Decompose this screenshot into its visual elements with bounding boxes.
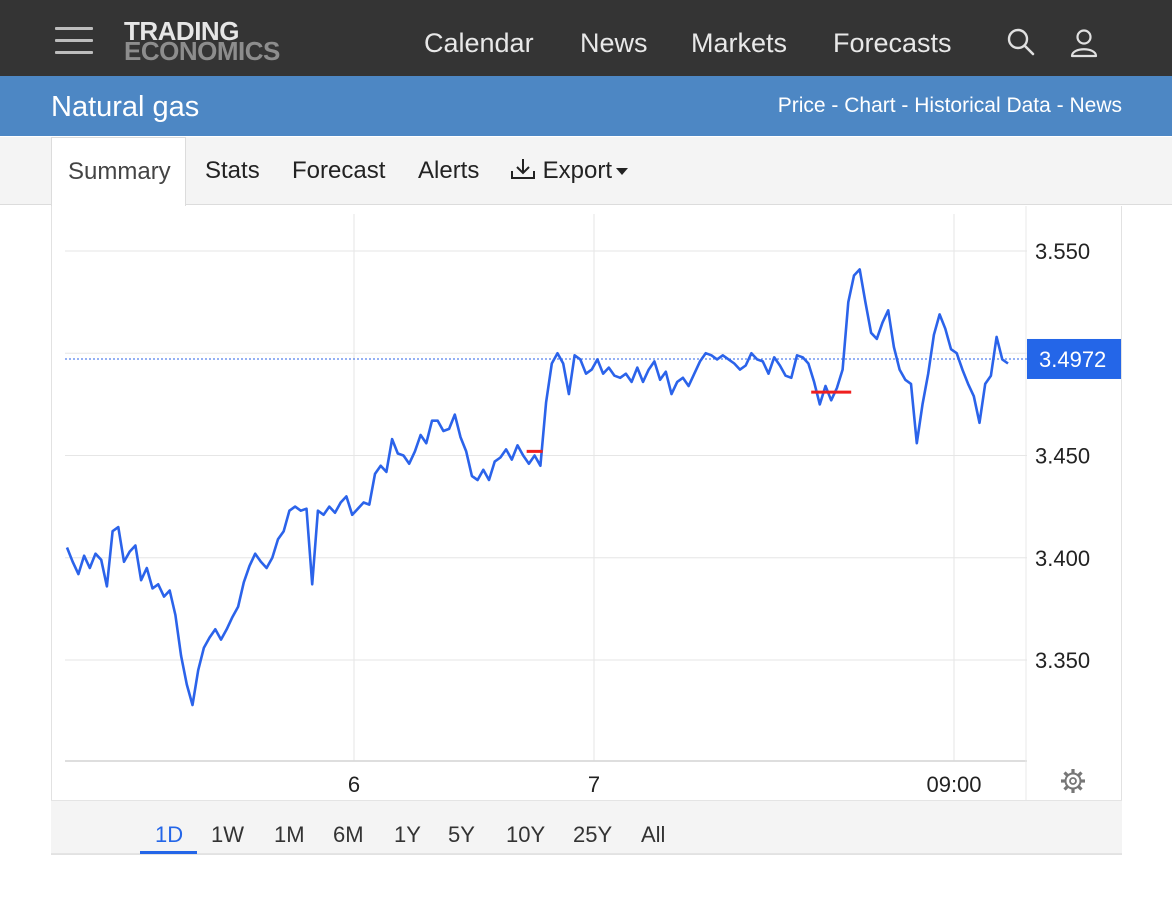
gear-icon[interactable]: [1061, 769, 1085, 793]
search-icon[interactable]: [1006, 27, 1036, 62]
series-line: [65, 268, 1009, 707]
user-icon[interactable]: [1068, 27, 1100, 64]
y-tick-label: 3.350: [1035, 648, 1090, 673]
range-1d[interactable]: 1D: [155, 822, 184, 847]
tab-alerts[interactable]: Alerts: [418, 157, 480, 184]
hamburger-menu-icon[interactable]: [55, 27, 93, 55]
page-links: Price - Chart - Historical Data - News: [778, 94, 1122, 118]
link-news[interactable]: News: [1069, 94, 1122, 117]
link-separator: -: [1050, 94, 1070, 117]
top-navigation-bar: TRADING ECONOMICS Calendar News Markets …: [0, 0, 1172, 76]
y-tick-label: 3.550: [1035, 239, 1090, 264]
link-chart[interactable]: Chart: [844, 94, 896, 117]
range-1m[interactable]: 1M: [274, 822, 305, 847]
x-tick-label: 09:00: [926, 772, 981, 797]
range-10y[interactable]: 10Y: [506, 822, 546, 847]
export-button[interactable]: Export: [510, 157, 629, 185]
y-tick-label: 3.400: [1035, 546, 1090, 571]
chart-grid: [65, 214, 1027, 761]
logo-line-1: TRADING: [124, 16, 239, 46]
page-title: Natural gas: [51, 91, 200, 123]
nav-forecasts[interactable]: Forecasts: [833, 28, 952, 58]
nav-news[interactable]: News: [580, 28, 648, 58]
nav-calendar[interactable]: Calendar: [424, 28, 534, 58]
export-label: Export: [542, 157, 613, 184]
chevron-down-icon: [616, 168, 629, 176]
active-range-indicator: [140, 851, 197, 854]
link-separator: -: [825, 94, 845, 117]
logo-line-2: ECONOMICS: [124, 36, 280, 66]
price-chart[interactable]: 3.350 3.400 3.450 3.550 6 7 09:00 3.4972: [52, 206, 1121, 855]
link-historical-data[interactable]: Historical Data: [914, 94, 1051, 117]
tabs-bar: Summary Stats Forecast Alerts Export: [0, 137, 1172, 206]
tab-summary[interactable]: Summary: [51, 137, 186, 206]
chart-panel: 3.350 3.400 3.450 3.550 6 7 09:00 3.4972: [51, 206, 1122, 855]
range-selector: 1D 1W 1M 6M 1Y 5Y 10Y 25Y All: [51, 800, 1122, 854]
range-all[interactable]: All: [641, 822, 666, 847]
trading-economics-logo[interactable]: TRADING ECONOMICS: [124, 16, 280, 66]
range-1y[interactable]: 1Y: [394, 822, 421, 847]
link-separator: -: [895, 94, 915, 117]
last-price-label: 3.4972: [1039, 347, 1106, 372]
download-icon: [511, 159, 535, 179]
page-title-bar: Natural gas Price - Chart - Historical D…: [0, 76, 1172, 136]
range-5y[interactable]: 5Y: [448, 822, 475, 847]
x-tick-label: 7: [588, 772, 600, 797]
tab-forecast[interactable]: Forecast: [292, 157, 386, 184]
tab-stats[interactable]: Stats: [205, 157, 260, 184]
range-1w[interactable]: 1W: [211, 822, 244, 847]
range-6m[interactable]: 6M: [333, 822, 364, 847]
nav-markets[interactable]: Markets: [691, 28, 788, 58]
y-tick-label: 3.450: [1035, 444, 1090, 469]
last-price-badge: [1027, 338, 1121, 379]
link-price[interactable]: Price: [777, 94, 826, 117]
x-tick-label: 6: [348, 772, 360, 797]
range-25y[interactable]: 25Y: [573, 822, 613, 847]
